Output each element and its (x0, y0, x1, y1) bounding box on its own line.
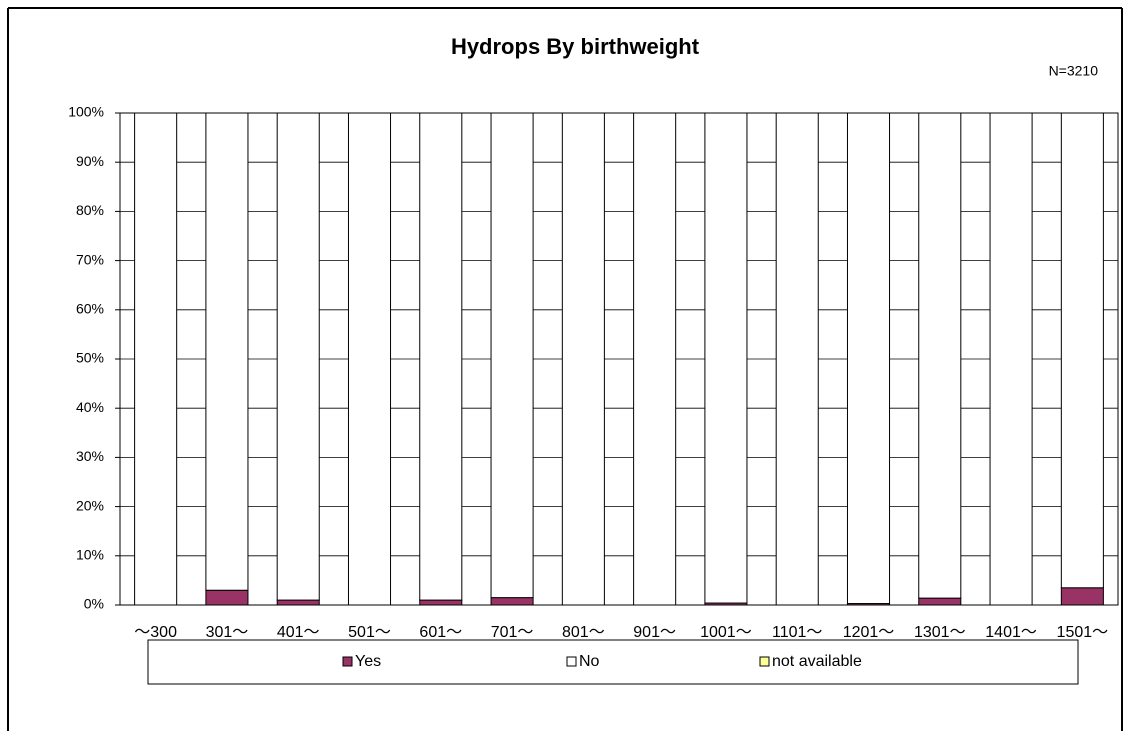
bar-segment (846, 112, 891, 605)
legend-label: No (579, 653, 600, 670)
y-tick-label: 100% (68, 104, 104, 120)
bar-segment (490, 597, 534, 606)
y-tick-label: 50% (76, 350, 104, 366)
legend-swatch (566, 656, 577, 667)
bar-segment (1060, 112, 1104, 589)
bar-segment (704, 112, 748, 604)
annotation: N=3210 (1049, 63, 1099, 79)
y-tick-label: 60% (76, 301, 104, 317)
bar-segment (134, 112, 178, 606)
y-tick-label: 80% (76, 202, 104, 218)
legend-box (147, 639, 1079, 685)
bar-segment (276, 112, 320, 601)
y-tick-label: 90% (76, 153, 104, 169)
y-tick-label: 0% (84, 596, 104, 612)
bar-segment (918, 112, 962, 599)
legend-label: Yes (355, 653, 381, 670)
y-tick-label: 70% (76, 251, 104, 267)
y-tick-label: 10% (76, 547, 104, 563)
x-tick-label: ～300 (134, 624, 177, 641)
bar-segment (561, 112, 605, 606)
bar-segment (347, 112, 392, 606)
bar-segment (918, 597, 962, 606)
y-tick-label: 30% (76, 448, 104, 464)
chart-title: Hydrops By birthweight (451, 34, 700, 59)
bar-segment (419, 599, 463, 606)
legend-swatch (759, 656, 770, 667)
bar-segment (775, 112, 819, 606)
bar-segment (419, 112, 463, 601)
plot-area (119, 112, 1119, 606)
bar-segment (633, 112, 677, 606)
legend-swatch (342, 656, 353, 667)
bar-segment (205, 112, 249, 591)
legend-label: not available (772, 653, 862, 670)
y-tick-label: 40% (76, 399, 104, 415)
y-tick-label: 20% (76, 497, 104, 513)
x-tick-label: 1501～ (1057, 624, 1109, 641)
bar-segment (490, 112, 534, 599)
bar-segment (989, 112, 1033, 606)
bar-segment (276, 599, 320, 606)
bar-segment (1060, 587, 1104, 606)
bar-segment (205, 589, 249, 606)
